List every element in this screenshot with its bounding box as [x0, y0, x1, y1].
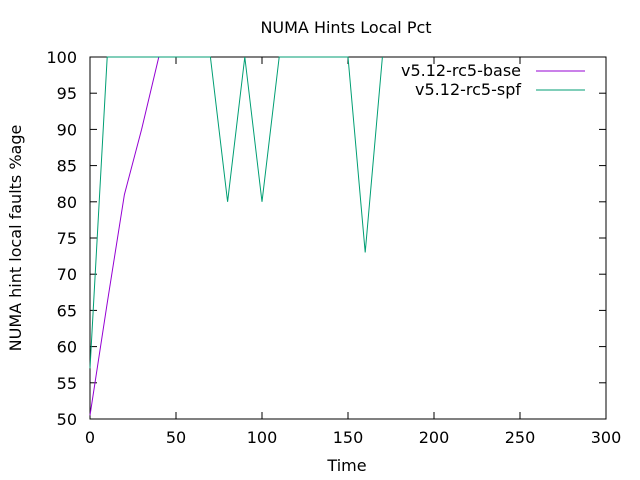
series-line-v5.12-rc5-base — [89, 56, 160, 416]
x-tick-label: 250 — [505, 428, 536, 447]
y-tick-label: 65 — [57, 301, 77, 320]
y-tick-label: 100 — [46, 48, 77, 67]
y-tick-label: 85 — [57, 157, 77, 176]
y-tick-label: 80 — [57, 193, 77, 212]
series-line-v5.12-rc5-spf — [89, 56, 383, 369]
chart-title: NUMA Hints Local Pct — [260, 18, 431, 37]
y-axis-label: NUMA hint local faults %age — [6, 125, 25, 352]
y-tick-label: 90 — [57, 120, 77, 139]
x-tick-label: 50 — [166, 428, 186, 447]
y-tick-label: 55 — [57, 374, 77, 393]
series-layer — [89, 56, 383, 416]
x-axis-ticks: 0 50 100 150 200 250 300 — [85, 57, 621, 447]
x-tick-label: 100 — [247, 428, 278, 447]
x-tick-label: 200 — [419, 428, 450, 447]
y-tick-label: 75 — [57, 229, 77, 248]
y-tick-label: 70 — [57, 265, 77, 284]
x-tick-label: 150 — [333, 428, 364, 447]
x-tick-label: 0 — [85, 428, 95, 447]
y-tick-label: 50 — [57, 410, 77, 429]
y-axis-ticks: 50 55 60 65 70 75 80 85 90 95 100 — [46, 48, 606, 429]
plot-area — [89, 56, 607, 420]
x-tick-label: 300 — [591, 428, 622, 447]
y-tick-label: 60 — [57, 338, 77, 357]
legend-label: v5.12-rc5-base — [401, 61, 521, 80]
y-tick-label: 95 — [57, 84, 77, 103]
x-axis-label: Time — [326, 456, 366, 475]
legend-label: v5.12-rc5-spf — [415, 80, 521, 99]
